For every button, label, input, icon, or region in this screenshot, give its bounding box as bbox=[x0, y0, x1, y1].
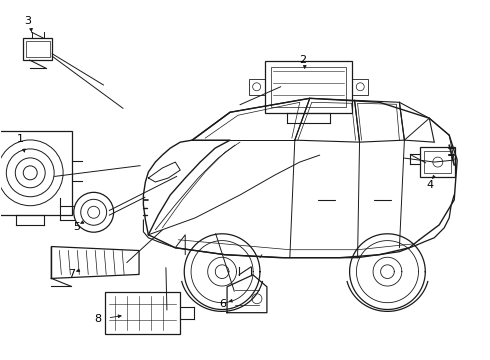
Bar bbox=[270, 67, 346, 107]
Text: 7: 7 bbox=[68, 269, 75, 279]
Bar bbox=[105, 292, 180, 334]
Bar bbox=[420, 147, 455, 177]
Bar bbox=[265, 61, 352, 113]
Text: 5: 5 bbox=[73, 222, 80, 231]
Bar bbox=[23, 38, 52, 60]
Bar bbox=[352, 79, 368, 95]
Text: 8: 8 bbox=[94, 314, 101, 324]
Text: 4: 4 bbox=[426, 180, 433, 190]
Text: 3: 3 bbox=[24, 17, 31, 27]
Bar bbox=[25, 41, 49, 57]
Bar bbox=[424, 151, 451, 173]
Bar bbox=[249, 79, 265, 95]
Text: 1: 1 bbox=[17, 134, 24, 144]
Text: 6: 6 bbox=[220, 299, 226, 309]
Bar bbox=[0, 131, 72, 215]
Text: 2: 2 bbox=[299, 55, 306, 65]
